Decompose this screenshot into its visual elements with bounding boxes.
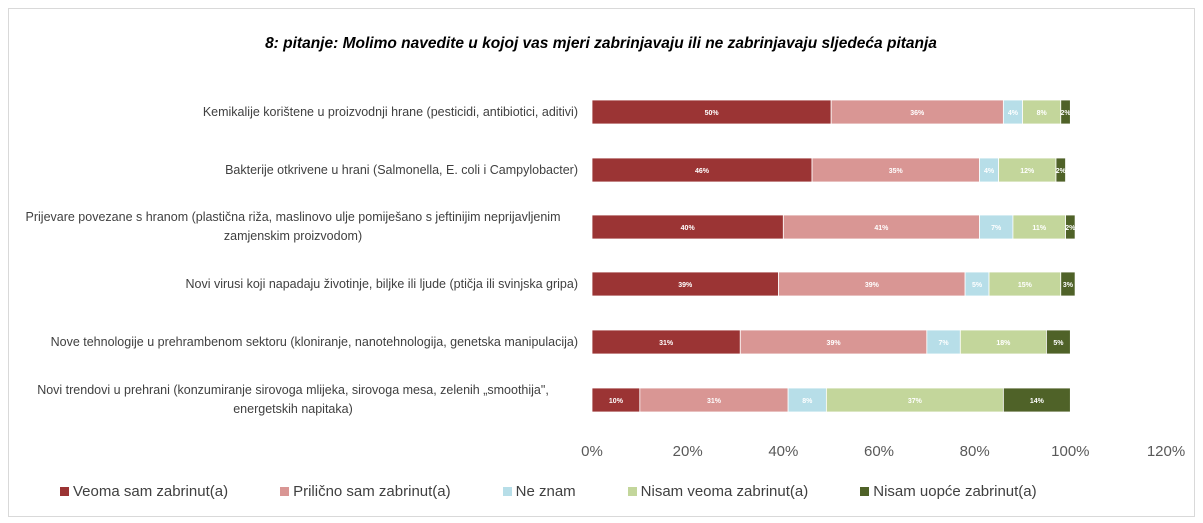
legend-item: Prilično sam zabrinut(a) [280, 480, 451, 502]
x-tick-label: 80% [960, 443, 990, 460]
category-label: Nove tehnologije u prehrambenom sektoru … [8, 322, 578, 362]
data-label: 39% [827, 340, 842, 347]
data-label: 2% [1060, 110, 1071, 117]
data-label: 4% [984, 168, 995, 175]
data-label: 31% [707, 398, 722, 405]
bar-segment [591, 99, 832, 125]
bar-segment [1055, 157, 1066, 183]
bar-segment [639, 387, 789, 413]
data-label: 7% [991, 225, 1002, 232]
legend-label: Ne znam [515, 482, 576, 500]
legend-item: Nisam uopće zabrinut(a) [860, 480, 1037, 502]
bar-segment [926, 329, 961, 355]
x-tick-label: 40% [768, 443, 798, 460]
x-tick-label: 100% [1051, 443, 1089, 460]
data-label: 14% [1030, 398, 1045, 405]
legend-swatch [280, 486, 290, 496]
x-tick-label: 20% [673, 443, 703, 460]
category-label-text: Kemikalije korištene u proizvodnji hrane… [202, 104, 578, 119]
data-label: 18% [996, 340, 1011, 347]
category-label: Kemikalije korištene u proizvodnji hrane… [8, 92, 578, 132]
data-label: 8% [802, 398, 813, 405]
x-tick-label: 60% [864, 443, 894, 460]
bar-segment [591, 271, 779, 297]
data-label: 4% [1008, 110, 1019, 117]
bar-segment [1022, 99, 1062, 125]
legend-label: Nisam veoma zabrinut(a) [640, 482, 809, 500]
bar-segment [591, 387, 641, 413]
bar-segment [988, 271, 1062, 297]
data-label: 12% [1020, 168, 1035, 175]
bar-segment [1002, 387, 1071, 413]
data-label: 8% [1037, 110, 1048, 117]
legend-label: Veoma sam zabrinut(a) [73, 482, 229, 500]
data-label: 10% [609, 398, 624, 405]
data-label: 36% [910, 110, 925, 117]
legend-swatch [502, 486, 512, 496]
data-label: 46% [695, 168, 710, 175]
category-label: Prijevare povezane s hranom (plastična r… [8, 207, 578, 247]
category-label-text: Nove tehnologije u prehrambenom sektoru … [50, 334, 578, 349]
data-label: 2% [1065, 225, 1076, 232]
bar-segment [782, 214, 980, 240]
legend-label: Prilično sam zabrinut(a) [293, 482, 451, 500]
data-label: 7% [939, 340, 950, 347]
data-label: 39% [678, 282, 693, 289]
data-label: 35% [889, 168, 904, 175]
bar-segment [787, 387, 827, 413]
bar-segment [811, 157, 980, 183]
data-label: 41% [874, 225, 889, 232]
x-tick-label: 120% [1147, 443, 1185, 460]
category-label: Bakterije otkrivene u hrani (Salmonella,… [8, 150, 578, 190]
bar-segment [825, 387, 1004, 413]
bar-segment [959, 329, 1047, 355]
data-label: 5% [972, 282, 983, 289]
bar-segment [1060, 271, 1076, 297]
bar-segment [1065, 214, 1076, 240]
data-label: 50% [705, 110, 720, 117]
legend-item: Nisam veoma zabrinut(a) [627, 480, 809, 502]
bar-segment [998, 157, 1057, 183]
legend-item: Veoma sam zabrinut(a) [60, 480, 228, 502]
data-label: 31% [659, 340, 674, 347]
category-label-text: Novi trendovi u prehrani (konzumiranje s… [37, 383, 549, 416]
category-label: Novi virusi koji napadaju životinje, bil… [8, 264, 578, 304]
data-label: 11% [1032, 225, 1046, 232]
bar-segment [1060, 99, 1071, 125]
legend-item: Ne znam [502, 480, 576, 502]
chart-title: 8: pitanje: Molimo navedite u kojoj vas … [265, 35, 937, 52]
data-label: 39% [865, 282, 880, 289]
legend: Veoma sam zabrinut(a) Prilično sam zabrin… [60, 480, 1190, 502]
legend-swatch [860, 486, 870, 496]
data-label: 2% [1056, 168, 1067, 175]
data-label: 37% [908, 398, 923, 405]
data-label: 40% [681, 225, 696, 232]
category-label-text: Prijevare povezane s hranom (plastična r… [25, 210, 561, 243]
category-label: Novi trendovi u prehrani (konzumiranje s… [8, 380, 578, 420]
legend-swatch [627, 486, 637, 496]
bar-segment [739, 329, 928, 355]
data-label: 5% [1053, 340, 1064, 347]
legend-swatch [60, 486, 69, 496]
bar-segment [1046, 329, 1071, 355]
data-label: 15% [1018, 282, 1033, 289]
chart-border [8, 8, 1195, 517]
data-label: 3% [1063, 282, 1074, 289]
x-tick-label: 0% [581, 443, 603, 460]
legend-label: Nisam uopće zabrinut(a) [873, 482, 1037, 500]
category-label-text: Novi virusi koji napadaju životinje, bil… [185, 276, 578, 291]
category-label-text: Bakterije otkrivene u hrani (Salmonella,… [225, 162, 578, 177]
bar-segment [1012, 214, 1066, 240]
bar-segment [778, 271, 966, 297]
bar-segment [830, 99, 1004, 125]
bar-segment [591, 157, 813, 183]
